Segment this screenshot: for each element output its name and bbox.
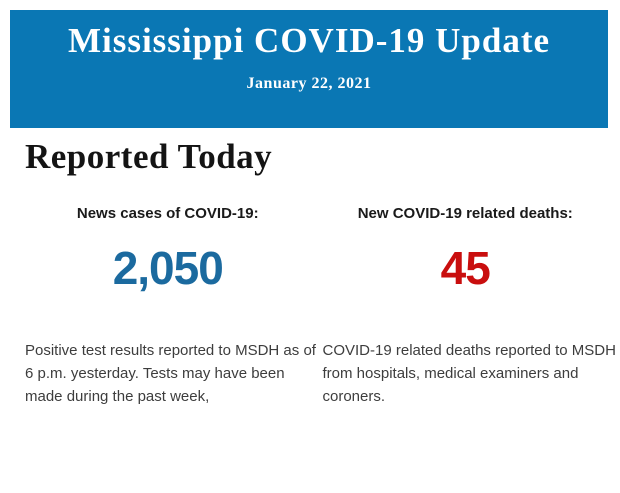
- newsletter-body: Reported Today News cases of COVID-19: 2…: [0, 136, 620, 408]
- stat-description-new-deaths: COVID-19 related deaths reported to MSDH…: [322, 342, 616, 406]
- stat-label-new-deaths: New COVID-19 related deaths:: [357, 205, 573, 223]
- newsletter-date: January 22, 2021: [246, 75, 372, 92]
- newsletter-page: Mississippi COVID-19 Update January 22, …: [0, 10, 620, 493]
- newsletter-title: Mississippi COVID-19 Update: [67, 21, 551, 60]
- stat-label-new-cases: News cases of COVID-19:: [76, 205, 259, 223]
- stat-value-new-cases: 2,050: [112, 242, 224, 295]
- header-banner: Mississippi COVID-19 Update January 22, …: [10, 10, 608, 128]
- section-heading: Reported Today: [25, 137, 273, 176]
- stat-value-new-deaths: 45: [440, 242, 491, 295]
- stat-block-new-deaths: New COVID-19 related deaths: 45 COVID-19…: [323, 205, 616, 408]
- stats-columns: News cases of COVID-19: 2,050 Positive t…: [25, 205, 616, 408]
- stat-description-new-cases: Positive test results reported to MSDH a…: [25, 342, 316, 406]
- stat-block-new-cases: News cases of COVID-19: 2,050 Positive t…: [25, 205, 316, 408]
